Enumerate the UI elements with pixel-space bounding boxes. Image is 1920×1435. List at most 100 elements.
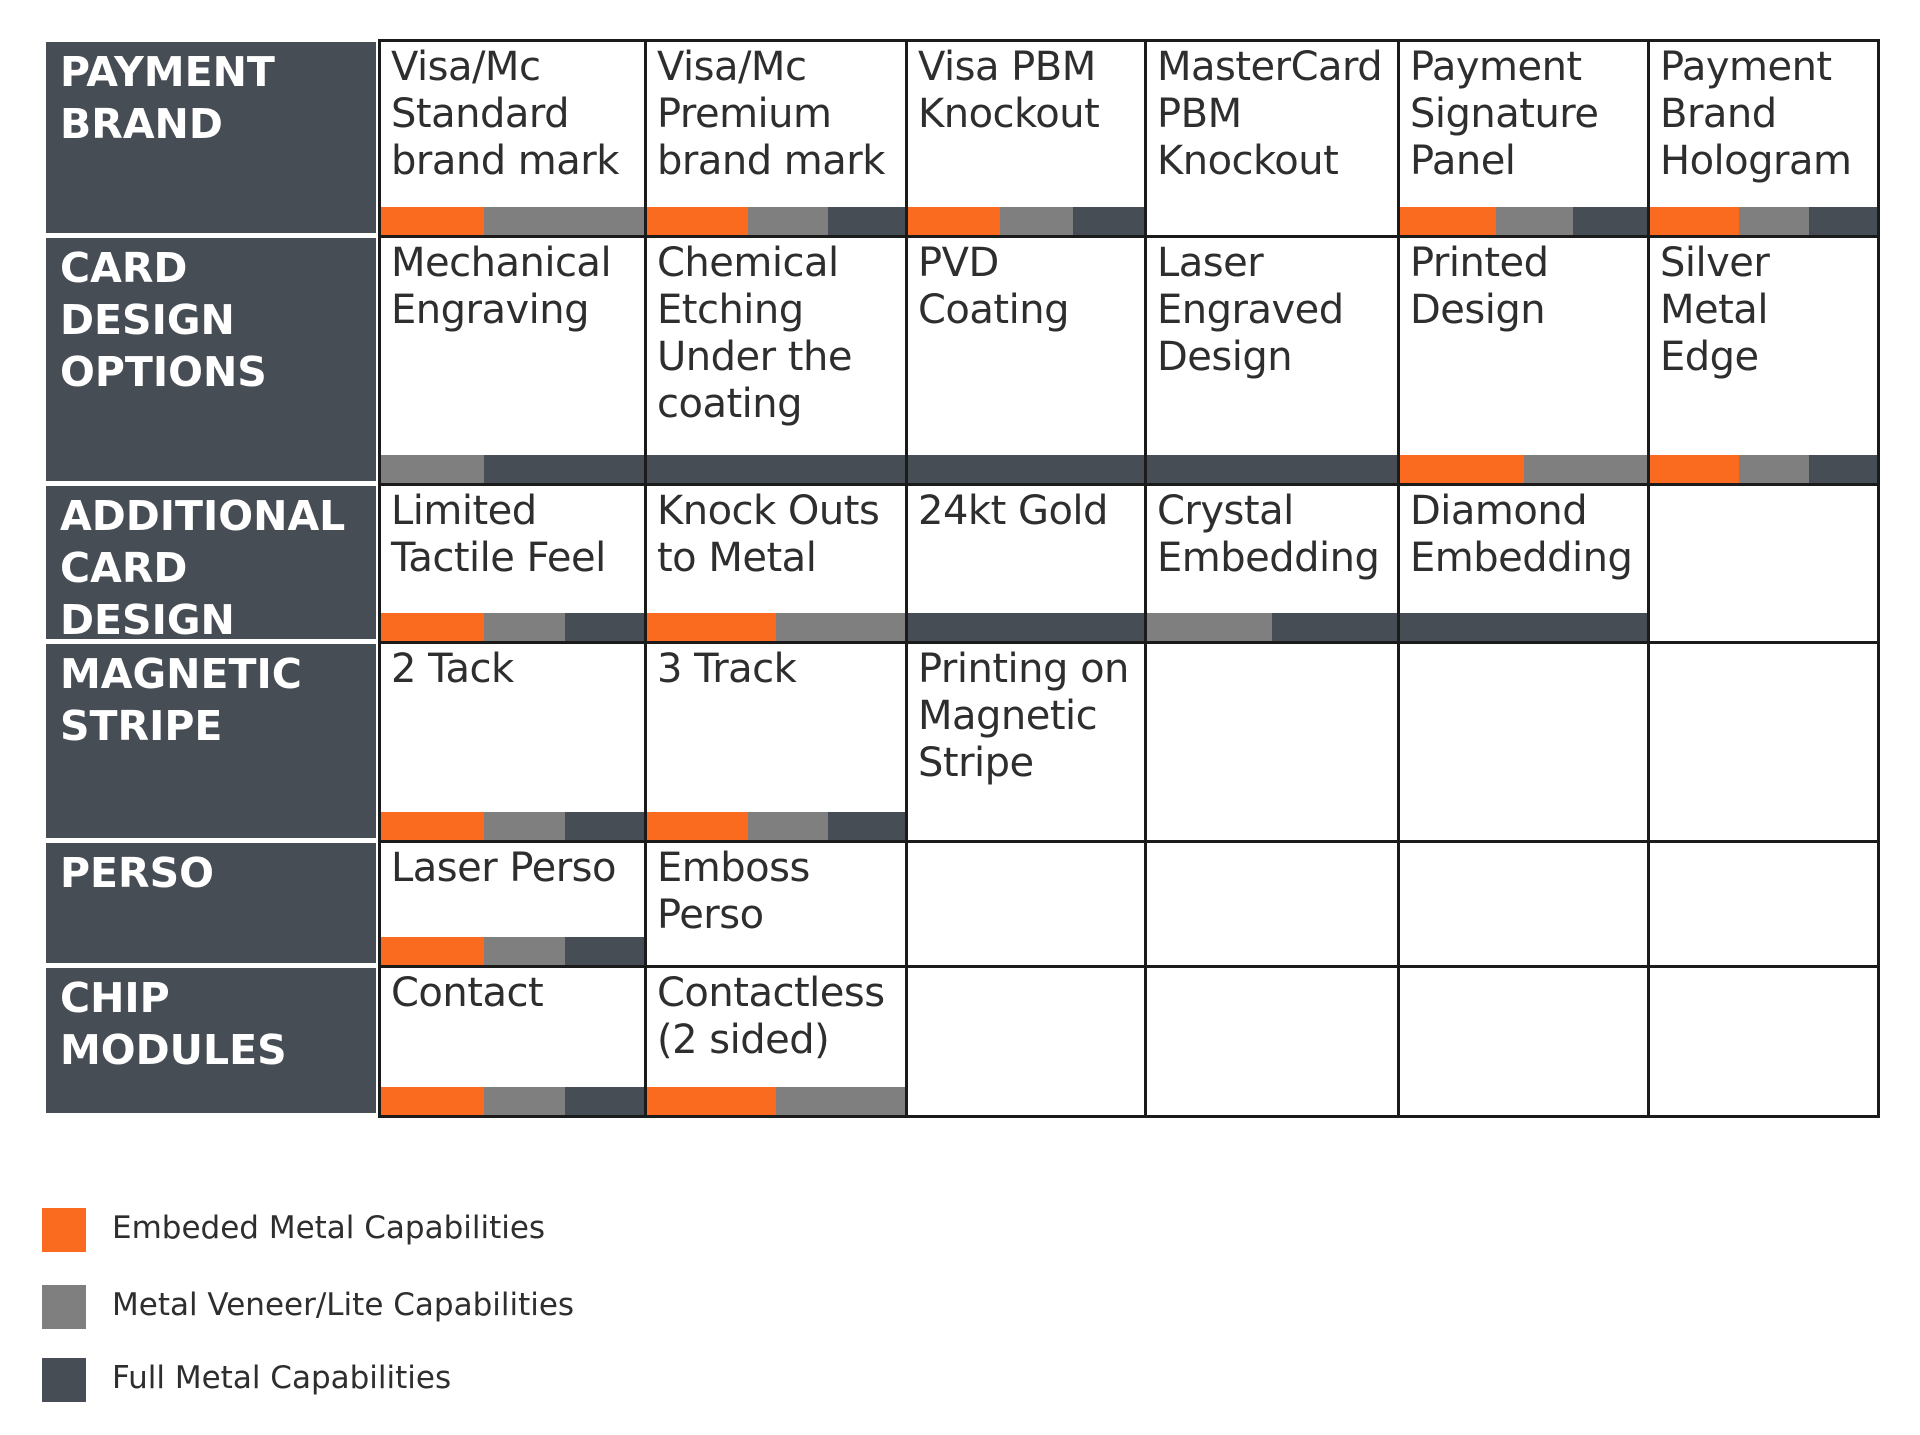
- capability-bar: [908, 207, 1144, 235]
- table-cell: Payment Brand Hologram: [1650, 42, 1880, 238]
- table-cell: Printing on Magnetic Stripe: [908, 644, 1147, 843]
- capability-bar: [381, 613, 644, 641]
- table-cell: PVD Coating: [908, 238, 1147, 486]
- capability-veneer-segment: [483, 937, 566, 965]
- cell-label: Payment Brand Hologram: [1660, 44, 1852, 184]
- capability-veneer-segment: [483, 1087, 566, 1115]
- capability-bar: [1650, 207, 1877, 235]
- capability-veneer-segment: [1738, 455, 1809, 483]
- capability-bar: [647, 207, 905, 235]
- capability-bar: [647, 812, 905, 840]
- capability-full-segment: [1808, 207, 1877, 235]
- capability-bar: [1400, 207, 1647, 235]
- table-cell: MasterCard PBM Knockout: [1147, 42, 1400, 238]
- cell-label: Laser Engraved Design: [1157, 240, 1344, 380]
- cell-label: Laser Perso: [391, 845, 616, 891]
- capability-full-segment: [908, 613, 1144, 641]
- table-cell: Visa PBM Knockout: [908, 42, 1147, 238]
- table-cell: Payment Signature Panel: [1400, 42, 1650, 238]
- table-cell: 3 Track: [647, 644, 908, 843]
- capability-embedded-segment: [1650, 455, 1739, 483]
- cell-label: Visa PBM Knockout: [918, 44, 1100, 137]
- capability-veneer-segment: [1000, 207, 1074, 235]
- cell-label: PVD Coating: [918, 240, 1069, 333]
- legend-swatch-full: [42, 1358, 86, 1402]
- table-cell: [908, 968, 1147, 1118]
- capability-full-segment: [647, 455, 905, 483]
- table-cell: [1400, 968, 1650, 1118]
- legend-label: Embeded Metal Capabilities: [112, 1210, 546, 1246]
- row-header: CHIP MODULES: [46, 968, 376, 1113]
- row-header: CARD DESIGN OPTIONS: [46, 238, 376, 481]
- capability-full-segment: [565, 937, 644, 965]
- capability-full-segment: [565, 812, 644, 840]
- cell-label: Contact: [391, 970, 544, 1016]
- capability-full-segment: [1073, 207, 1144, 235]
- cell-label: Printed Design: [1410, 240, 1549, 333]
- cell-label: Visa/Mc Standard brand mark: [391, 44, 619, 184]
- capability-veneer-segment: [483, 613, 566, 641]
- capability-full-segment: [1400, 613, 1647, 641]
- capability-full-segment: [827, 812, 905, 840]
- capability-bar: [908, 613, 1144, 641]
- cell-label: 24kt Gold: [918, 488, 1108, 534]
- capability-embedded-segment: [647, 812, 748, 840]
- table-cell: [1400, 644, 1650, 843]
- cell-label: Printing on Magnetic Stripe: [918, 646, 1129, 786]
- cell-label: Emboss Perso: [657, 845, 810, 938]
- table-cell: [1650, 644, 1880, 843]
- table-cell: [908, 843, 1147, 968]
- capability-embedded-segment: [1400, 207, 1497, 235]
- cell-label: Limited Tactile Feel: [391, 488, 606, 581]
- capability-full-segment: [1272, 613, 1397, 641]
- table-cell: [1650, 968, 1880, 1118]
- table-cell: Silver Metal Edge: [1650, 238, 1880, 486]
- legend-swatch-embedded: [42, 1208, 86, 1252]
- grid-line-left: [378, 39, 381, 1118]
- table-cell: Mechanical Engraving: [381, 238, 647, 486]
- capability-bar: [1400, 613, 1647, 641]
- capability-veneer-segment: [747, 207, 828, 235]
- capability-bar: [647, 613, 905, 641]
- table-cell: Contactless (2 sided): [647, 968, 908, 1118]
- row-header: PERSO: [46, 843, 376, 963]
- capability-veneer-segment: [483, 207, 566, 235]
- table-cell: [1147, 644, 1400, 843]
- table-cell: Contact: [381, 968, 647, 1118]
- capability-veneer-segment: [776, 613, 905, 641]
- table-cell: Laser Engraved Design: [1147, 238, 1400, 486]
- capability-veneer-segment: [1496, 207, 1573, 235]
- cell-label: MasterCard PBM Knockout: [1157, 44, 1383, 184]
- legend-label: Full Metal Capabilities: [112, 1360, 452, 1396]
- table-cell: [1147, 843, 1400, 968]
- capability-bar: [908, 455, 1144, 483]
- capability-bar: [1400, 455, 1647, 483]
- table-cell: Visa/Mc Standard brand mark: [381, 42, 647, 238]
- table-cell: 2 Tack: [381, 644, 647, 843]
- capability-veneer-segment: [1523, 455, 1647, 483]
- table-cell: Printed Design: [1400, 238, 1650, 486]
- capability-bar: [381, 937, 644, 965]
- row-header: PAYMENT BRAND: [46, 42, 376, 233]
- capability-veneer-segment: [381, 455, 484, 483]
- table-cell: [1147, 968, 1400, 1118]
- capability-embedded-segment: [1650, 207, 1739, 235]
- table-cell: [1400, 843, 1650, 968]
- capability-embedded-segment: [647, 207, 748, 235]
- capability-embedded-segment: [1400, 455, 1524, 483]
- row-header: MAGNETIC STRIPE: [46, 644, 376, 838]
- cell-label: Contactless (2 sided): [657, 970, 885, 1063]
- cell-label: Diamond Embedding: [1410, 488, 1633, 581]
- table-cell: Diamond Embedding: [1400, 486, 1650, 644]
- table-cell: Emboss Perso: [647, 843, 908, 968]
- capability-embedded-segment: [381, 937, 484, 965]
- capability-bar: [1650, 455, 1877, 483]
- capability-full-segment: [483, 455, 566, 483]
- capability-embedded-segment: [381, 1087, 484, 1115]
- capability-veneer-segment: [483, 812, 566, 840]
- capability-embedded-segment: [381, 613, 484, 641]
- capabilities-table: PAYMENT BRAND Visa/Mc Standard brand mark…: [46, 39, 1880, 1118]
- cell-label: Silver Metal Edge: [1660, 240, 1770, 380]
- cell-label: Payment Signature Panel: [1410, 44, 1599, 184]
- table-cell: Knock Outs to Metal: [647, 486, 908, 644]
